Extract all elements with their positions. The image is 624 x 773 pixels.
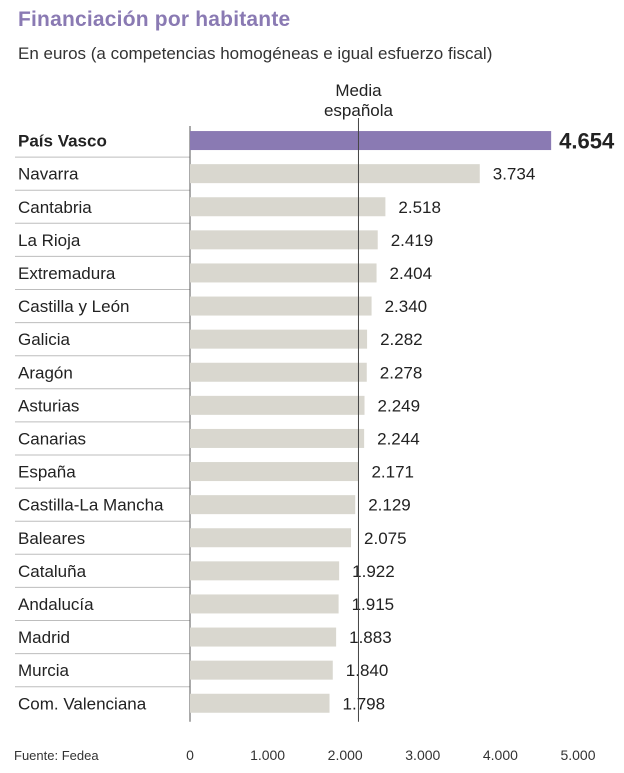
reference-line-label: Media [335,81,382,100]
value-label: 2.075 [364,529,407,548]
value-label: 4.654 [559,129,615,154]
value-label: 1.798 [343,694,386,713]
category-label: Galicia [18,330,71,349]
bar-10 [190,462,359,482]
x-tick-label: 3.000 [405,747,440,763]
category-label: Cantabria [18,198,92,217]
x-tick-label: 2.000 [328,747,363,763]
category-label: Castilla y León [18,297,130,316]
reference-line-label: española [324,101,394,120]
value-label: 2.404 [390,264,433,283]
category-label: Canarias [18,429,86,448]
bar-1 [190,164,480,184]
category-label: España [18,463,76,482]
value-label: 1.915 [352,595,395,614]
category-label: Extremadura [18,264,116,283]
bar-3 [190,230,378,250]
category-label: Castilla-La Mancha [18,496,164,515]
value-label: 2.419 [391,231,434,250]
bar-0 [190,131,552,151]
source-note: Fuente: Fedea [14,748,99,763]
bar-17 [190,693,330,713]
value-label: 2.340 [385,297,428,316]
category-label: País Vasco [18,132,107,151]
value-label: 3.734 [493,165,536,184]
bar-16 [190,660,333,680]
bar-9 [190,428,365,448]
x-tick-label: 4.000 [483,747,518,763]
category-label: Andalucía [18,595,94,614]
chart-title: Financiación por habitante [18,8,291,31]
bar-12 [190,528,352,548]
bar-11 [190,495,356,515]
bar-8 [190,395,365,415]
bar-4 [190,263,377,283]
x-tick-label: 0 [186,747,194,763]
category-label: Baleares [18,529,85,548]
category-label: Cataluña [18,562,87,581]
value-label: 2.249 [378,396,421,415]
value-label: 1.883 [349,628,392,647]
category-label: Aragón [18,363,73,382]
bar-13 [190,561,340,581]
value-label: 2.244 [377,429,420,448]
x-tick-label: 1.000 [250,747,285,763]
value-label: 2.518 [398,198,441,217]
bar-7 [190,362,367,382]
category-label: Com. Valenciana [18,694,147,713]
category-label: La Rioja [18,231,81,250]
value-label: 2.129 [368,496,411,515]
bar-15 [190,627,337,647]
category-label: Navarra [18,165,79,184]
category-label: Murcia [18,661,70,680]
value-label: 1.922 [352,562,395,581]
value-label: 2.278 [380,363,423,382]
value-label: 2.282 [380,330,423,349]
chart-subtitle: En euros (a competencias homogéneas e ig… [18,44,493,63]
bar-2 [190,197,386,217]
bar-6 [190,329,368,349]
bar-5 [190,296,372,316]
x-tick-label: 5.000 [560,747,595,763]
bar-14 [190,594,339,614]
value-label: 1.840 [346,661,389,680]
value-label: 2.171 [371,463,414,482]
category-label: Asturias [18,396,79,415]
category-label: Madrid [18,628,70,647]
